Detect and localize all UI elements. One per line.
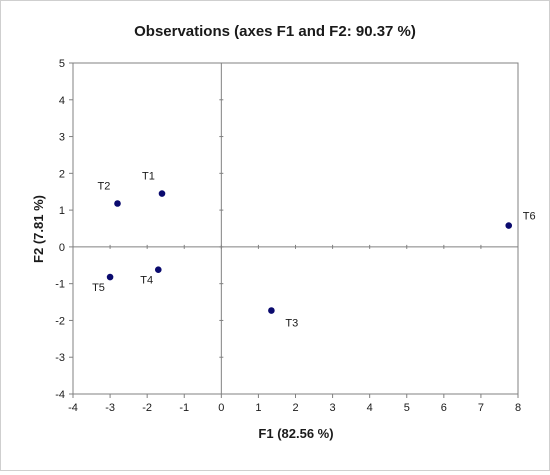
- y-tick-label: 4: [59, 95, 65, 107]
- x-tick-label: 0: [218, 402, 224, 414]
- x-tick-label: 7: [478, 402, 484, 414]
- y-tick-label: 0: [59, 242, 65, 254]
- data-point-t5: [106, 273, 114, 281]
- x-axis-ticks: -4 -3 -2 -1 0 1 2 3 4 5 6 7 8: [68, 244, 521, 414]
- x-tick-label: 3: [330, 402, 336, 414]
- x-tick-label: 1: [255, 402, 261, 414]
- data-point-t3: [268, 307, 275, 314]
- point-label-t5: T5: [92, 282, 105, 294]
- y-tick-label: 5: [59, 58, 65, 70]
- x-tick-label: 8: [515, 402, 521, 414]
- point-label-t3: T3: [285, 318, 298, 330]
- x-tick-label: -2: [142, 402, 152, 414]
- y-axis-label: F2 (7.81 %): [31, 195, 46, 263]
- plot-area: [72, 62, 519, 395]
- y-tick-label: -1: [55, 279, 65, 291]
- y-tick-label: 1: [59, 205, 65, 217]
- chart-title: Observations (axes F1 and F2: 90.37 %): [134, 23, 416, 40]
- y-axis-ticks: 5 4 3 2 1 0 -1 -2 -3 -4: [55, 58, 224, 401]
- y-tick-label: -4: [55, 389, 65, 401]
- data-point-t2: [114, 200, 121, 207]
- x-tick-label: 5: [404, 402, 410, 414]
- x-axis-label: F1 (82.56 %): [258, 426, 333, 441]
- x-tick-label: -4: [68, 402, 78, 414]
- point-label-t2: T2: [98, 180, 111, 192]
- x-tick-label: 2: [292, 402, 298, 414]
- x-tick-label: 6: [441, 402, 447, 414]
- data-point-t4: [154, 266, 162, 273]
- x-tick-label: -1: [179, 402, 189, 414]
- y-tick-label: -2: [55, 315, 65, 327]
- x-tick-label: 4: [367, 402, 373, 414]
- point-label-t1: T1: [142, 171, 155, 183]
- x-tick-label: -3: [105, 402, 115, 414]
- y-tick-label: 2: [59, 168, 65, 180]
- point-label-t4: T4: [140, 275, 153, 287]
- data-point-t1: [158, 190, 166, 197]
- y-tick-label: 3: [59, 132, 65, 144]
- data-point-t6: [505, 222, 513, 229]
- point-label-t6: T6: [523, 211, 536, 223]
- data-points: T1 T2 T3 T4 T5 T6: [92, 171, 535, 330]
- y-tick-label: -3: [55, 352, 65, 364]
